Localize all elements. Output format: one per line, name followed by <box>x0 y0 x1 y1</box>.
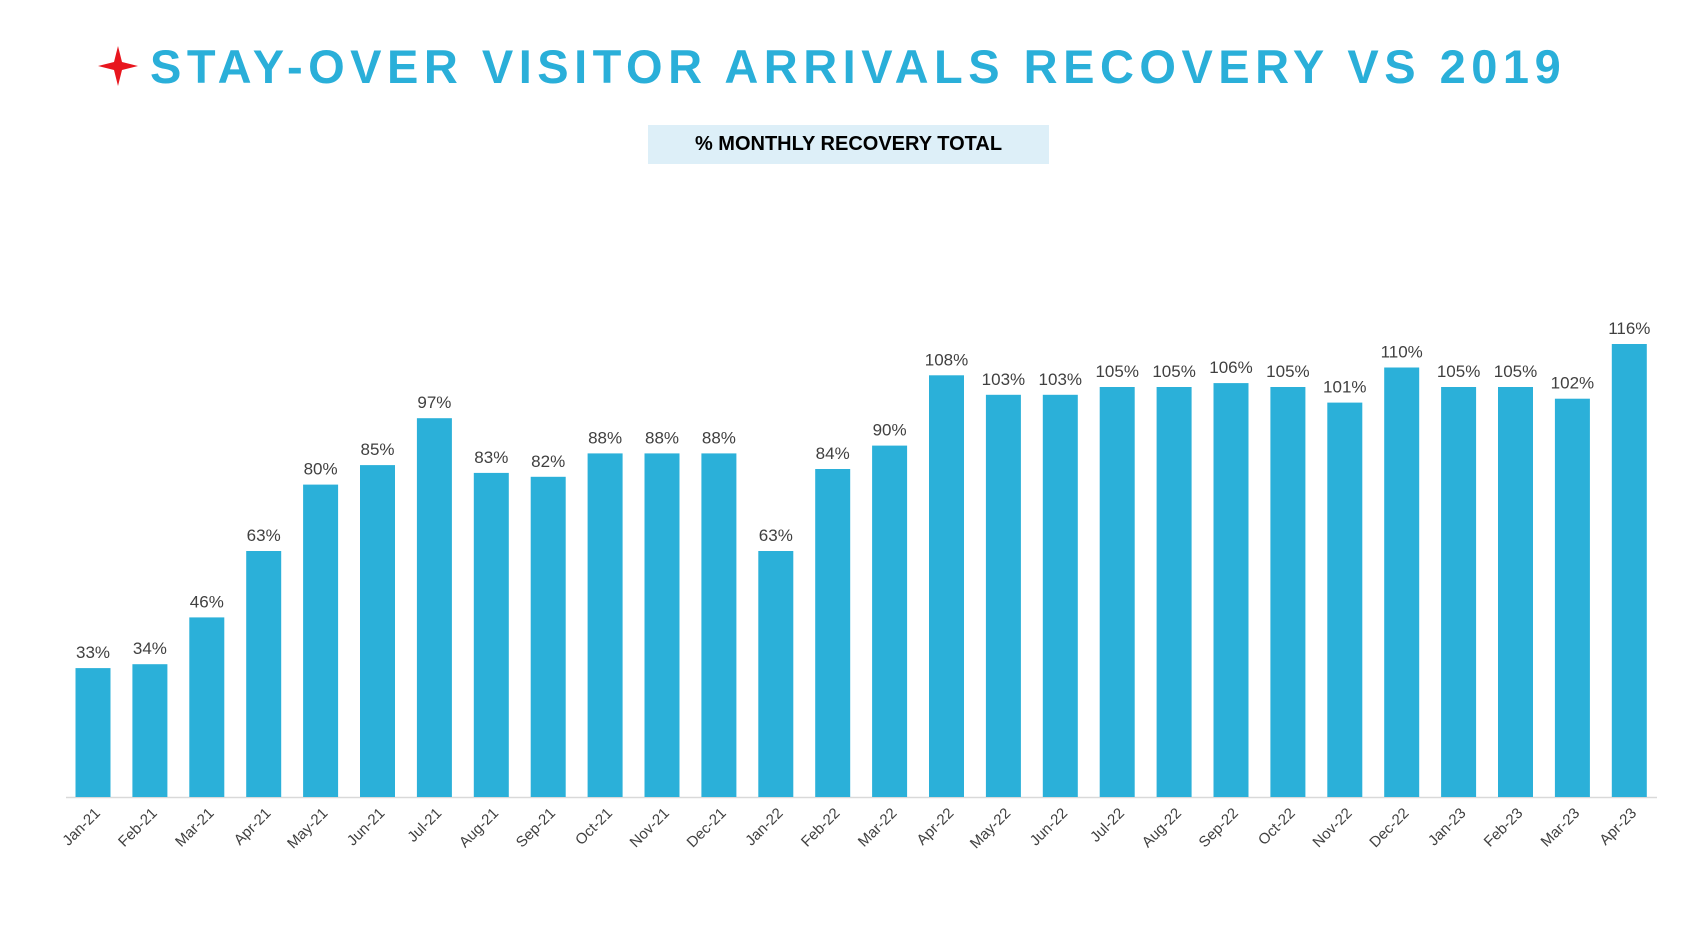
title-row: STAY-OVER VISITOR ARRIVALS RECOVERY VS 2… <box>98 36 1566 96</box>
x-tick-label: Apr-22 <box>913 805 957 849</box>
x-tick-label: Aug-22 <box>1139 805 1185 851</box>
x-tick-label: Oct-21 <box>572 805 616 849</box>
x-tick-label: Apr-21 <box>231 805 275 849</box>
x-tick-label: Apr-23 <box>1596 805 1640 849</box>
bar-sep-21 <box>530 476 566 797</box>
bar-jul-22 <box>1099 387 1135 797</box>
bar-apr-23 <box>1611 344 1647 797</box>
x-tick-label: Jun-21 <box>344 805 388 849</box>
data-label: 63% <box>247 526 281 545</box>
x-tick-label: Mar-21 <box>172 805 218 851</box>
data-label: 103% <box>982 370 1025 389</box>
x-tick-label: May-22 <box>967 805 1014 852</box>
x-tick-label: Jul-21 <box>404 805 445 846</box>
x-tick-label: Dec-22 <box>1366 805 1412 851</box>
chart-subtitle: % MONTHLY RECOVERY TOTAL <box>648 125 1049 164</box>
bar-nov-22 <box>1327 402 1363 797</box>
x-tick-label: Nov-22 <box>1309 805 1355 851</box>
bar-jul-21 <box>416 418 452 797</box>
bar-feb-23 <box>1498 387 1533 797</box>
bar-feb-21 <box>132 664 168 797</box>
bar-mar-23 <box>1554 398 1590 797</box>
x-tick-label: Feb-21 <box>115 805 161 851</box>
x-tick-label: Jan-21 <box>59 805 103 849</box>
bar-aug-22 <box>1156 387 1192 797</box>
data-label: 88% <box>702 428 736 447</box>
x-tick-label: Jul-22 <box>1087 805 1128 846</box>
x-tick-label: Jan-22 <box>742 805 786 849</box>
data-label: 105% <box>1266 362 1309 381</box>
data-label: 106% <box>1209 358 1252 377</box>
bar-feb-22 <box>815 469 851 797</box>
x-tick-label: Feb-22 <box>798 805 844 851</box>
bar-oct-21 <box>587 453 623 797</box>
data-label: 33% <box>76 643 110 662</box>
data-label: 101% <box>1323 378 1366 397</box>
x-tick-label: Sep-21 <box>513 805 559 851</box>
bar-jun-21 <box>360 465 395 797</box>
data-label: 90% <box>873 421 907 440</box>
data-label: 46% <box>190 592 224 611</box>
bar-jun-22 <box>1042 394 1078 797</box>
data-label: 105% <box>1095 362 1138 381</box>
data-label: 105% <box>1494 362 1537 381</box>
data-label: 88% <box>645 428 679 447</box>
bar-nov-21 <box>644 453 680 797</box>
x-tick-label: Mar-22 <box>855 805 901 851</box>
bar-mar-21 <box>189 617 225 797</box>
star-icon <box>98 46 138 86</box>
bar-may-22 <box>985 394 1021 797</box>
bar-apr-22 <box>929 375 964 797</box>
x-tick-label: Jun-22 <box>1027 805 1071 849</box>
bar-may-21 <box>303 484 339 797</box>
data-label: 97% <box>417 393 451 412</box>
bar-oct-22 <box>1270 387 1306 797</box>
data-label: 108% <box>925 350 968 369</box>
bar-jan-23 <box>1441 387 1477 797</box>
bar-aug-21 <box>473 472 509 797</box>
data-label: 116% <box>1608 319 1650 338</box>
data-label: 80% <box>304 460 338 479</box>
x-tick-label: Dec-21 <box>684 805 730 851</box>
data-label: 102% <box>1551 374 1594 393</box>
data-label: 84% <box>816 444 850 463</box>
data-label: 105% <box>1152 362 1195 381</box>
data-label: 110% <box>1381 343 1423 362</box>
bar-dec-22 <box>1384 367 1420 797</box>
data-label: 82% <box>531 452 565 471</box>
bar-dec-21 <box>701 453 737 797</box>
x-tick-label: Feb-23 <box>1481 805 1527 851</box>
data-label: 34% <box>133 639 167 658</box>
x-tick-label: May-21 <box>284 805 331 852</box>
x-tick-label: Jan-23 <box>1425 805 1469 849</box>
page-title: STAY-OVER VISITOR ARRIVALS RECOVERY VS 2… <box>150 39 1567 93</box>
data-label: 88% <box>588 428 622 447</box>
data-label: 83% <box>474 448 508 467</box>
data-label: 103% <box>1039 370 1082 389</box>
bar-sep-22 <box>1213 383 1249 797</box>
bar-mar-22 <box>872 445 908 797</box>
data-label: 105% <box>1437 362 1480 381</box>
x-tick-label: Sep-22 <box>1196 805 1242 851</box>
x-tick-label: Aug-21 <box>456 805 502 851</box>
bar-jan-22 <box>758 551 794 797</box>
bar-jan-21 <box>75 668 111 797</box>
x-tick-label: Mar-23 <box>1538 805 1584 851</box>
data-label: 63% <box>759 526 793 545</box>
x-tick-label: Nov-21 <box>627 805 673 851</box>
data-label: 85% <box>360 440 394 459</box>
bar-apr-21 <box>246 551 282 797</box>
x-tick-label: Oct-22 <box>1255 805 1299 849</box>
